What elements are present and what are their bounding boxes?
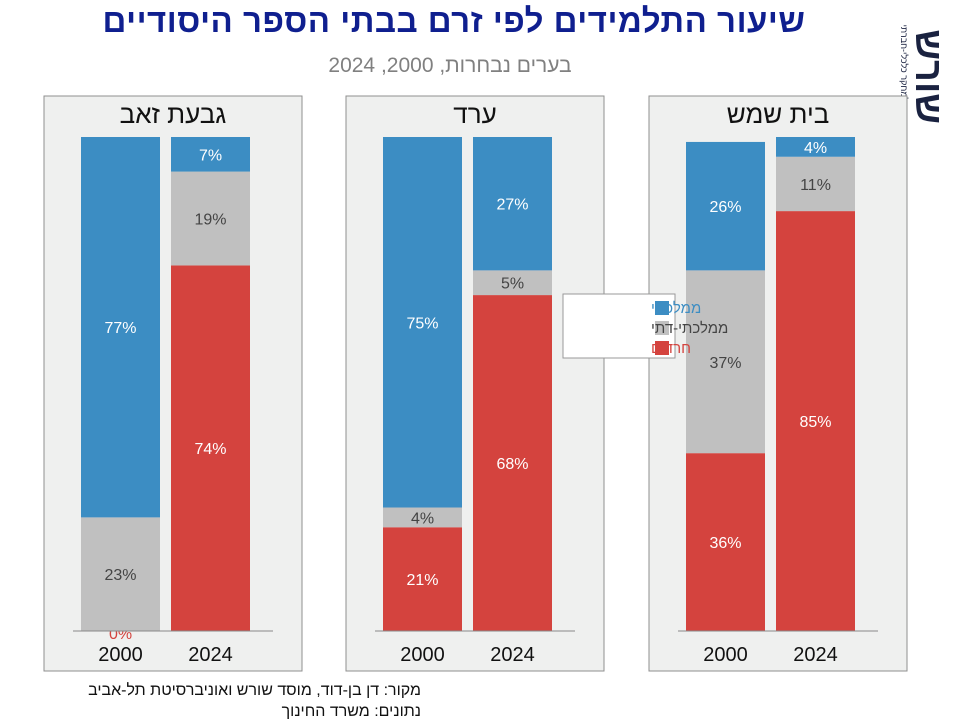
bar-segment-mamlachti bbox=[81, 137, 160, 518]
bar-segment-mamlachti bbox=[171, 137, 250, 172]
bar-segment-mamlachti-dati bbox=[171, 171, 250, 266]
x-tick-label: 2024 bbox=[188, 644, 233, 666]
bar-segment-mamlachti-dati bbox=[81, 517, 160, 631]
bar-segment-mamlachti bbox=[776, 137, 855, 157]
data-label: 27% bbox=[496, 197, 528, 214]
bar-segment-mamlachti-dati bbox=[776, 156, 855, 212]
bar-segment-haredi bbox=[383, 527, 462, 631]
data-label: 77% bbox=[104, 320, 136, 337]
data-label: 37% bbox=[709, 355, 741, 372]
data-label: 5% bbox=[501, 276, 524, 293]
legend-label: חרדים bbox=[651, 340, 691, 357]
data-label: 85% bbox=[799, 414, 831, 431]
data-label: 4% bbox=[411, 510, 434, 527]
bar-segment-haredi bbox=[473, 295, 552, 631]
bar-segment-mamlachti bbox=[383, 137, 462, 508]
legend-label: ממלכתי bbox=[651, 300, 701, 317]
data-label: 23% bbox=[104, 567, 136, 584]
bar-segment-haredi bbox=[171, 265, 250, 631]
data-label: 4% bbox=[804, 140, 827, 157]
bar-segment-mamlachti-dati bbox=[473, 270, 552, 296]
panel-title: גבעת זאב bbox=[120, 99, 227, 129]
legend-swatch bbox=[655, 341, 669, 355]
panel-title: בית שמש bbox=[727, 99, 830, 129]
bar-segment-haredi bbox=[686, 453, 765, 631]
footer-data: נתונים: משרד החינוך bbox=[281, 703, 421, 720]
bar-segment-mamlachti bbox=[473, 137, 552, 271]
data-label: 36% bbox=[709, 535, 741, 552]
chart-title: שיעור התלמידים לפי זרם בבתי הספר היסודיי… bbox=[102, 2, 806, 39]
chart-subtitle: בערים נבחרות, 2000, 2024 bbox=[328, 54, 572, 77]
bar-segment-mamlachti-dati bbox=[686, 270, 765, 454]
data-label: 19% bbox=[194, 212, 226, 229]
bar-segment-mamlachti bbox=[686, 141, 765, 271]
x-tick-label: 2000 bbox=[98, 644, 143, 666]
x-tick-label: 2000 bbox=[703, 644, 748, 666]
bar-segment-haredi bbox=[776, 211, 855, 631]
data-label: 68% bbox=[496, 456, 528, 473]
data-label: 74% bbox=[194, 441, 226, 458]
legend-swatch bbox=[655, 301, 669, 315]
x-tick-label: 2024 bbox=[490, 644, 535, 666]
panel-title: ערד bbox=[453, 99, 496, 129]
x-tick-label: 2000 bbox=[400, 644, 445, 666]
data-label: 75% bbox=[406, 315, 438, 332]
data-label: 11% bbox=[800, 177, 831, 194]
footer-source: מקור: דן בן-דוד, מוסד שורש ואוניברסיטת ת… bbox=[88, 682, 421, 699]
bar-segment-mamlachti-dati bbox=[383, 507, 462, 528]
data-label: 7% bbox=[199, 147, 222, 164]
data-label: 26% bbox=[709, 199, 741, 216]
legend-label: ממלכתי-דתי bbox=[651, 320, 728, 337]
data-label: 21% bbox=[406, 572, 438, 589]
x-tick-label: 2024 bbox=[793, 644, 838, 666]
legend-swatch bbox=[655, 321, 669, 335]
